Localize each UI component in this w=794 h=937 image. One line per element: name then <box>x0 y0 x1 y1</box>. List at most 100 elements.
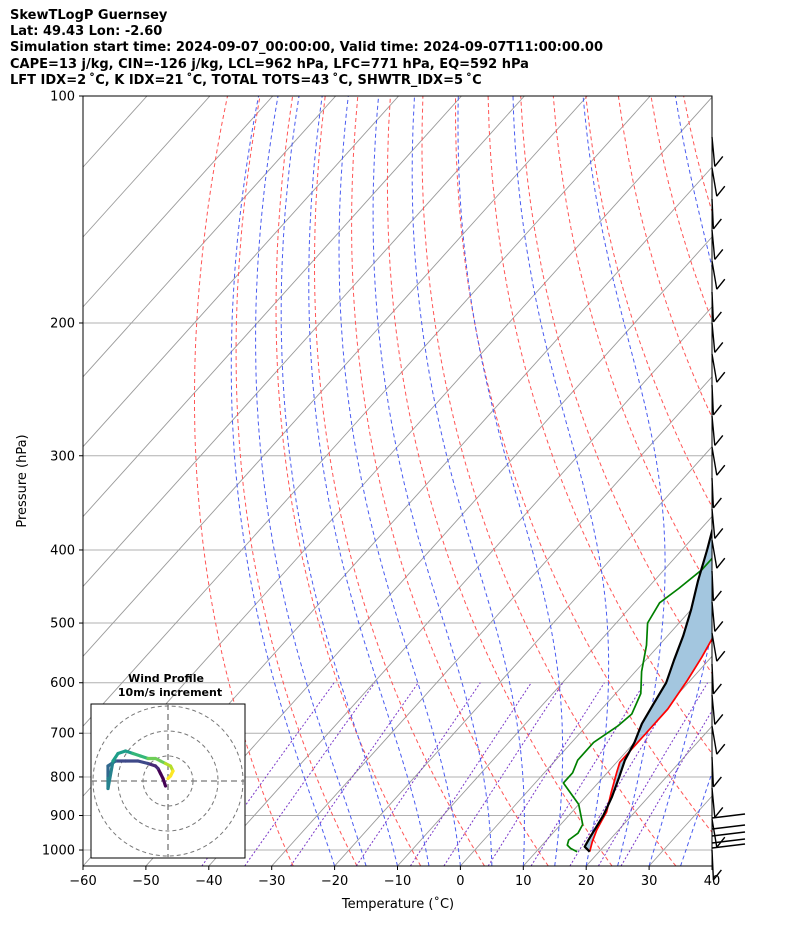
barb-staff <box>711 508 716 539</box>
barb-staff <box>711 831 746 837</box>
x-tick-label: −40 <box>195 874 222 889</box>
y-tick-label: 200 <box>50 316 75 331</box>
temperature-profile-line <box>588 637 712 852</box>
barb-staff <box>711 824 746 830</box>
moist-adiabat-line <box>372 96 493 866</box>
dry-adiabat-line <box>421 96 677 866</box>
dry-adiabat-line <box>617 96 712 419</box>
mixing-ratio-line <box>443 682 564 866</box>
dry-adiabat-line <box>313 96 485 866</box>
barb-staff <box>711 813 746 819</box>
barb-staff <box>711 260 718 290</box>
hodograph-ring <box>117 730 219 832</box>
y-tick-label: 300 <box>50 449 75 464</box>
mixing-ratio-line <box>409 682 532 866</box>
hodograph-inset: Wind Profile 10m/s increment <box>90 672 246 859</box>
barb-flag <box>716 743 726 755</box>
barb-flag <box>714 155 724 167</box>
moist-adiabat-line <box>255 96 367 866</box>
y-tick-label: 500 <box>50 617 75 632</box>
moist-adiabat-line <box>280 96 398 866</box>
moist-adiabat-line <box>648 96 712 866</box>
x-tick-label: −60 <box>69 874 96 889</box>
barb-staff <box>711 725 718 755</box>
moist-adiabat-line <box>338 96 461 866</box>
barb-flag <box>714 527 724 539</box>
dry-adiabat-line <box>455 96 712 833</box>
dry-adiabat-line <box>194 96 294 866</box>
x-tick-label: −50 <box>132 874 159 889</box>
moist-adiabat-line <box>230 96 336 866</box>
barb-flag <box>714 620 724 632</box>
plot-title: SkewTLogP Guernsey <box>10 8 168 23</box>
isotherm-line <box>334 445 712 866</box>
wind-barb <box>711 415 724 446</box>
barb-staff <box>711 415 716 446</box>
wind-barb <box>711 838 746 844</box>
isotherm-line <box>585 725 712 866</box>
wind-barb <box>711 384 722 416</box>
isotherm-line <box>460 585 712 866</box>
y-tick-label: 800 <box>50 770 75 785</box>
wind-barb <box>711 291 722 323</box>
moist-adiabat-line <box>411 96 525 866</box>
moist-adiabat-line <box>457 96 564 866</box>
dry-adiabat-line <box>683 96 712 214</box>
dry-adiabat-line <box>487 96 712 755</box>
isotherm-line <box>271 376 712 866</box>
barb-staff <box>711 632 718 662</box>
barb-flag <box>716 278 726 290</box>
hodograph-segment <box>106 759 115 791</box>
wind-barb <box>711 260 726 290</box>
barb-staff <box>711 353 718 383</box>
barb-staff <box>711 601 716 632</box>
wind-barb <box>711 477 722 509</box>
barb-staff <box>711 663 715 694</box>
wind-barb <box>711 849 722 881</box>
barb-flag <box>712 683 722 695</box>
y-tick-label: 400 <box>50 543 75 558</box>
barb-flag <box>716 557 726 569</box>
barb-flag <box>712 590 722 602</box>
barb-flag <box>716 185 726 197</box>
barb-flag <box>712 404 722 416</box>
barb-staff <box>711 384 715 415</box>
wind-barb <box>711 663 722 695</box>
barb-staff <box>711 198 715 229</box>
wind-barb <box>711 508 724 539</box>
wind-barb <box>711 229 724 260</box>
parcel-profile-line <box>583 526 712 853</box>
wind-barb <box>711 353 726 383</box>
dry-adiabat-line <box>351 96 549 866</box>
wind-barb <box>711 539 726 569</box>
mixing-ratio-line <box>244 682 376 866</box>
x-tick-label: 40 <box>704 874 721 889</box>
isotherm-line <box>83 96 462 518</box>
wind-barb <box>711 756 722 788</box>
wind-barb <box>711 322 724 353</box>
isotherm-line <box>648 795 712 866</box>
barb-staff <box>711 446 718 476</box>
isotherm-line <box>83 96 211 238</box>
x-tick-label: 0 <box>456 874 464 889</box>
convective-params-line: CAPE=13 j/kg, CIN=-126 j/kg, LCL=962 hPa… <box>10 56 529 72</box>
wind-barb <box>711 632 726 662</box>
barb-flag <box>712 497 722 509</box>
wind-barb <box>711 694 724 725</box>
dry-adiabat-line <box>552 96 712 593</box>
hodograph-segment <box>136 759 150 766</box>
wind-barb <box>711 167 726 197</box>
isotherm-line <box>83 96 651 727</box>
x-tick-label: −20 <box>321 874 348 889</box>
dry-adiabat-line <box>520 96 712 675</box>
moist-adiabat-line <box>512 96 610 866</box>
dry-adiabat-line <box>386 96 613 866</box>
barb-staff <box>711 570 715 601</box>
isotherm-line <box>83 96 274 308</box>
barb-flag <box>712 869 722 881</box>
barb-staff <box>711 849 715 880</box>
indices-line: LFT IDX=2 ˚C, K IDX=21 ˚C, TOTAL TOTS=43… <box>10 72 482 88</box>
wind-barb <box>711 725 726 755</box>
wind-barb <box>711 198 722 230</box>
